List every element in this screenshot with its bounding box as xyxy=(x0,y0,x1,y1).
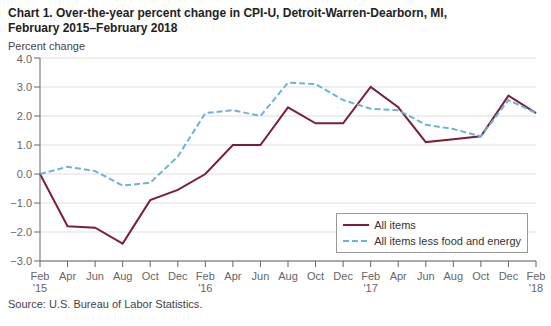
svg-text:−2.0: −2.0 xyxy=(10,226,32,238)
svg-text:Aug: Aug xyxy=(444,270,464,282)
html-text:Chart 1. Over-the-year percent: Chart 1. Over-the-year percent change in… xyxy=(8,6,447,20)
html-text:Source: U.S. Bureau of Labor S: Source: U.S. Bureau of Labor Statistics. xyxy=(8,298,203,310)
svg-text:Apr: Apr xyxy=(59,270,76,282)
html-text:All items less food and energy: All items less food and energy xyxy=(374,235,521,247)
svg-text:Dec: Dec xyxy=(333,270,353,282)
svg-text:Aug: Aug xyxy=(278,270,298,282)
svg-text:Jun: Jun xyxy=(86,270,104,282)
svg-text:Oct: Oct xyxy=(307,270,324,282)
svg-text:2.0: 2.0 xyxy=(17,110,32,122)
svg-text:0.0: 0.0 xyxy=(17,168,32,180)
svg-text:Oct: Oct xyxy=(142,270,159,282)
svg-text:−3.0: −3.0 xyxy=(10,255,32,267)
svg-text:Feb'17: Feb'17 xyxy=(361,270,380,293)
svg-text:−1.0: −1.0 xyxy=(10,197,32,209)
svg-text:Apr: Apr xyxy=(224,270,241,282)
svg-text:Feb'16: Feb'16 xyxy=(196,270,215,293)
html-text:Percent change: Percent change xyxy=(8,40,86,52)
svg-text:Dec: Dec xyxy=(499,270,519,282)
svg-text:4.0: 4.0 xyxy=(17,53,32,65)
svg-text:Jun: Jun xyxy=(417,270,435,282)
svg-text:Aug: Aug xyxy=(113,270,133,282)
svg-text:1.0: 1.0 xyxy=(17,139,32,151)
svg-text:Jun: Jun xyxy=(252,270,270,282)
svg-text:Apr: Apr xyxy=(390,270,407,282)
svg-text:Oct: Oct xyxy=(472,270,489,282)
svg-text:3.0: 3.0 xyxy=(17,81,32,93)
svg-text:Dec: Dec xyxy=(168,270,188,282)
html-text:All items: All items xyxy=(374,219,416,231)
svg-text:Feb'15: Feb'15 xyxy=(31,270,50,293)
svg-text:Feb'18: Feb'18 xyxy=(527,270,543,293)
html-text:February 2015–February 2018: February 2015–February 2018 xyxy=(8,21,178,35)
